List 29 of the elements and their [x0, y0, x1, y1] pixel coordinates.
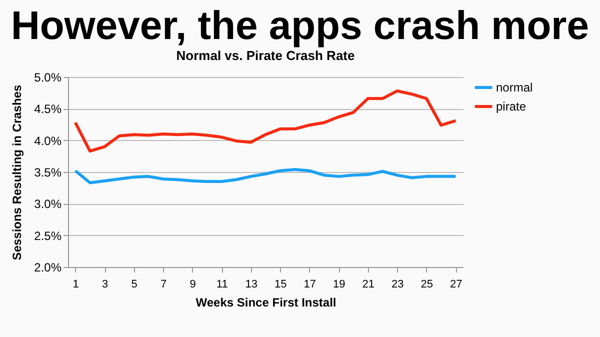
x-tick-label: 7 — [160, 278, 167, 290]
chart-title: However, the apps crash more — [10, 3, 590, 50]
line-series — [74, 168, 458, 184]
y-tick-label: 3.0% — [34, 197, 62, 212]
y-tick-label: 4.0% — [34, 134, 62, 148]
x-tick-label: 1 — [72, 278, 79, 290]
x-tick-label: 17 — [304, 278, 316, 290]
y-tick-label: 2.5% — [34, 228, 62, 243]
legend-label: normal — [496, 80, 533, 94]
x-tick-label: 23 — [392, 278, 404, 290]
x-tick-label: 5 — [131, 278, 138, 290]
x-tick-label: 11 — [216, 278, 228, 290]
y-axis-title: Sessions Resulting in Crashes — [10, 84, 24, 260]
y-tick-label: 3.5% — [34, 166, 62, 180]
x-tick-label: 9 — [190, 278, 196, 290]
x-tick-label: 13 — [245, 278, 258, 290]
legend-label: pirate — [496, 100, 526, 114]
x-tick-label: 19 — [333, 278, 346, 290]
x-tick-label: 3 — [102, 278, 108, 290]
x-axis-title: Weeks Since First Install — [196, 296, 336, 310]
chart-subtitle: Normal vs. Pirate Crash Rate — [176, 48, 355, 63]
x-tick-label: 21 — [362, 278, 375, 290]
y-tick-label: 2.0% — [34, 260, 62, 274]
x-tick-label: 25 — [420, 278, 434, 290]
x-tick-label: 15 — [274, 278, 287, 290]
y-tick-label: 4.5% — [34, 102, 62, 116]
line-series — [74, 89, 458, 153]
y-tick-label: 5.0% — [34, 70, 62, 84]
x-tick-label: 27 — [450, 278, 462, 290]
